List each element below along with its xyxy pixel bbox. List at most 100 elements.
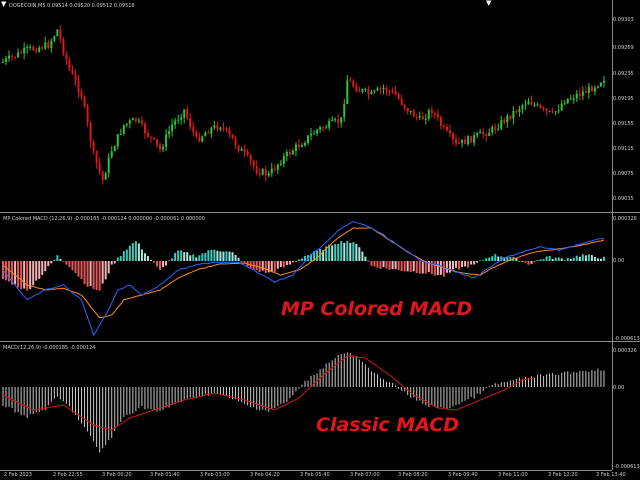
- macd-y-label: -0.000613: [614, 464, 640, 470]
- classic-histogram-bar: [407, 387, 409, 396]
- mp-histogram-bar: [159, 261, 162, 271]
- classic-histogram-bar: [576, 372, 578, 387]
- price-candle: [584, 91, 587, 93]
- price-candle: [14, 56, 17, 58]
- classic-histogram-bar: [235, 387, 237, 400]
- price-candle: [587, 86, 590, 93]
- mp-histogram-bar: [74, 261, 77, 273]
- mp-histogram-bar: [509, 256, 512, 261]
- mp-histogram-bar: [400, 261, 403, 272]
- classic-histogram-bar: [591, 370, 593, 387]
- classic-histogram-bar: [84, 387, 86, 428]
- mp-signal-line: [2, 227, 605, 319]
- mp-colored-macd-title: MP Colored MACD: [281, 298, 473, 320]
- price-panel-header: DOGECOIN,M5 0.09514 0.09520 0.09512 0.09…: [9, 3, 135, 9]
- classic-histogram-bar: [271, 387, 273, 409]
- classic-histogram-bar: [349, 352, 351, 387]
- price-candle: [98, 162, 101, 172]
- price-candle: [421, 116, 424, 120]
- price-candle: [210, 127, 213, 134]
- classic-histogram-bar: [509, 380, 511, 387]
- mp-histogram-bar: [153, 261, 155, 263]
- mp-histogram-bar: [128, 245, 131, 261]
- mp-histogram-bar: [479, 260, 482, 262]
- classic-histogram-bar: [597, 368, 599, 387]
- mp-histogram-bar: [448, 261, 451, 273]
- mp-histogram-bar: [346, 241, 349, 261]
- classic-histogram-bar: [534, 377, 536, 387]
- classic-histogram-bar: [340, 354, 342, 387]
- classic-histogram-bar: [286, 387, 288, 403]
- price-candle: [83, 96, 86, 107]
- classic-histogram-bar: [564, 371, 566, 387]
- price-candle: [38, 47, 41, 52]
- classic-histogram-bar: [325, 363, 327, 387]
- classic-histogram-bar: [135, 387, 137, 412]
- classic-histogram-bar: [600, 370, 602, 387]
- classic-histogram-bar: [473, 387, 475, 399]
- price-candle: [494, 127, 497, 130]
- mp-histogram-bar: [557, 257, 560, 261]
- classic-histogram-bar: [555, 374, 557, 387]
- classic-histogram-bar: [588, 371, 590, 387]
- time-axis-label: 3 Feb 00:20: [102, 472, 132, 478]
- classic-histogram-bar: [401, 387, 403, 391]
- classic-histogram-bar: [488, 386, 490, 387]
- chart-shift-marker-icon[interactable]: ▼: [486, 0, 492, 7]
- classic-histogram-bar: [570, 373, 572, 387]
- price-y-label: 0.09195: [613, 96, 634, 102]
- price-candle: [533, 104, 536, 106]
- classic-histogram-bar: [117, 387, 119, 427]
- classic-histogram-bar: [573, 371, 575, 387]
- mp-histogram-bar: [406, 261, 409, 272]
- mp-histogram-bar: [204, 252, 207, 261]
- mp-histogram-bar: [174, 253, 177, 261]
- classic-histogram: [2, 352, 605, 453]
- classic-histogram-bar: [373, 372, 375, 387]
- price-candle: [131, 118, 134, 121]
- price-candle: [467, 136, 470, 145]
- mp-histogram-bar: [225, 251, 228, 261]
- classic-histogram-bar: [229, 387, 230, 399]
- mp-histogram-bar: [313, 251, 316, 261]
- price-candle: [394, 91, 397, 95]
- classic-histogram-bar: [428, 387, 430, 407]
- panel-menu-arrow-icon[interactable]: ▼: [1, 0, 7, 8]
- price-candle: [512, 111, 515, 119]
- classic-histogram-bar: [156, 387, 158, 412]
- mp-histogram-bar: [53, 259, 56, 261]
- mp-histogram-bar: [578, 256, 581, 261]
- mp-histogram-bar: [80, 261, 83, 280]
- mp-histogram-bar: [596, 258, 599, 261]
- mp-histogram-bar: [442, 261, 445, 277]
- mp-histogram-bar: [270, 261, 273, 272]
- price-candle: [32, 46, 35, 50]
- mp-histogram-bar: [131, 243, 134, 261]
- price-candle: [566, 98, 569, 104]
- classic-histogram-bar: [99, 387, 101, 453]
- mp-histogram-bar: [143, 253, 146, 261]
- classic-histogram-bar: [74, 387, 76, 416]
- classic-histogram-bar: [376, 374, 378, 387]
- classic-histogram-bar: [189, 387, 191, 398]
- price-candle: [397, 94, 400, 99]
- mp-histogram-bar: [494, 254, 497, 261]
- classic-histogram-bar: [138, 387, 140, 409]
- classic-histogram-bar: [165, 387, 167, 408]
- classic-histogram-bar: [2, 387, 4, 407]
- price-candle: [189, 117, 192, 128]
- price-candle: [44, 42, 47, 49]
- classic-histogram-bar: [364, 364, 366, 387]
- classic-histogram-bar: [68, 387, 70, 407]
- price-candle: [267, 173, 270, 176]
- classic-histogram-bar: [78, 387, 79, 421]
- classic-histogram-bar: [334, 358, 336, 387]
- mp-histogram-bar: [379, 261, 382, 269]
- price-candle: [455, 139, 457, 143]
- mp-histogram-bar: [285, 261, 288, 266]
- classic-histogram-bar: [153, 387, 155, 410]
- mp-histogram-bar: [32, 261, 35, 286]
- mp-histogram-bar: [65, 261, 68, 265]
- classic-histogram-bar: [358, 359, 360, 387]
